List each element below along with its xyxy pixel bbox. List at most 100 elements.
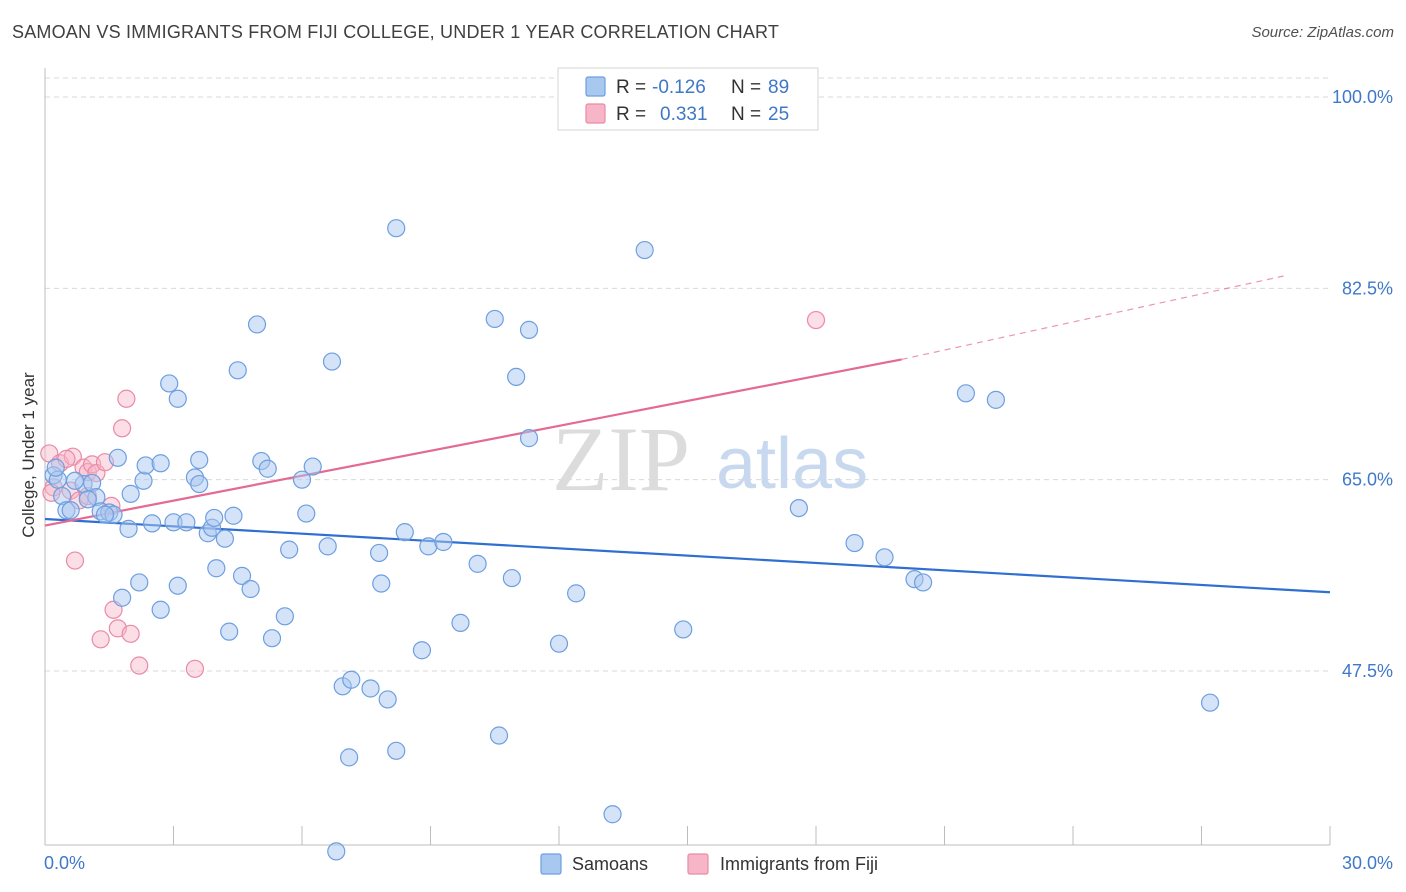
samoan-point-31 [205,508,224,528]
samoan-point-28 [190,450,209,470]
samoan-point-20 [151,600,170,619]
samoan-point-12 [112,588,132,607]
samoan-point-24 [168,576,187,595]
samoan-point-86 [65,471,85,490]
samoan-point-14 [121,484,140,503]
samoan-point-69 [507,367,526,386]
legend-n-label-2: N = [731,104,761,125]
samoan-point-70 [519,429,539,448]
watermark: ZIP atlas [552,408,868,510]
samoan-point-54 [361,679,380,698]
legend-bottom-samoans-swatch [540,853,562,875]
samoan-points [44,219,1220,861]
samoan-point-43 [275,607,294,626]
samoan-point-18 [142,514,162,533]
samoan-point-66 [485,309,504,329]
y-tick-label-1: 65.0% [1342,470,1393,490]
fiji-point-17 [117,389,136,408]
samoan-point-63 [434,532,453,552]
samoan-point-41 [258,459,277,478]
y-tick-label-0: 47.5% [1342,661,1393,681]
samoan-point-59 [387,741,406,760]
samoan-point-38 [241,579,260,599]
samoan-point-36 [228,361,247,380]
samoan-point-17 [136,456,155,475]
samoan-point-71 [519,320,539,339]
fiji-point-16 [112,419,132,438]
samoan-point-61 [412,641,432,660]
samoan-point-49 [322,352,342,371]
legend-n-value-1: 89 [768,77,789,98]
legend-n-value-2: 25 [768,104,789,125]
x-tick-label-1: 30.0% [1342,853,1393,873]
legend-r-label-2: R = [616,104,646,125]
samoan-point-4 [61,501,80,520]
chart-title: SAMOAN VS IMMIGRANTS FROM FIJI COLLEGE, … [12,22,780,42]
legend-bottom-samoans-label: Samoans [572,854,648,874]
y-tick-label-2: 82.5% [1342,278,1393,298]
samoan-point-79 [875,548,894,567]
samoan-point-34 [220,622,239,641]
samoan-point-84 [1200,693,1220,712]
samoan-point-45 [292,470,312,489]
fiji-point-21 [806,310,826,330]
fiji-point-19 [130,656,149,675]
legend-samoans-swatch [585,76,606,97]
samoan-point-78 [845,533,864,553]
samoan-point-32 [207,559,226,578]
samoan-point-53 [342,670,361,689]
legend-bottom-fiji-label: Immigrants from Fiji [720,854,878,874]
source-credit: Source: ZipAtlas.com [1251,24,1394,41]
samoan-point-72 [549,634,569,653]
samoan-point-13 [119,519,138,538]
samoan-point-68 [502,568,521,588]
samoan-point-58 [387,219,406,238]
samoan-point-64 [451,613,470,632]
samoan-point-42 [262,629,282,648]
samoan-point-75 [635,240,654,260]
samoan-point-11 [108,448,127,467]
legend-bottom: Samoans Immigrants from Fiji [540,853,878,875]
samoan-point-44 [280,540,299,559]
samoan-point-88 [78,490,97,509]
y-tick-label-3: 100.0% [1332,87,1393,107]
samoan-point-65 [468,554,487,573]
legend-fiji-swatch [585,103,606,124]
x-tick-label-0: 0.0% [44,853,85,873]
samoan-point-47 [303,457,322,476]
watermark-zip: ZIP [552,408,690,510]
samoan-point-46 [297,504,316,523]
samoan-point-85 [46,458,65,477]
samoan-point-83 [986,390,1006,409]
samoan-point-21 [160,374,179,393]
fiji-trend-line [44,358,902,527]
samoan-point-50 [327,842,346,861]
fiji-point-18 [121,624,140,643]
samoan-point-76 [674,620,693,639]
samoan-point-62 [419,537,438,556]
samoan-point-27 [190,474,209,494]
samoan-point-87 [95,505,115,524]
watermark-atlas: atlas [716,424,868,504]
samoan-point-33 [215,529,234,548]
samoan-point-48 [318,537,337,556]
samoan-point-74 [603,805,622,824]
samoan-point-23 [168,389,187,408]
samoan-point-81 [913,573,933,592]
legend-r-value-2: 0.331 [660,104,708,125]
samoan-point-55 [370,543,389,563]
legend-top: R = -0.126 N = 89 R = 0.331 N = 25 [557,67,819,131]
fiji-points [40,310,826,678]
samoan-point-77 [789,498,808,518]
samoan-point-73 [567,584,586,603]
samoan-point-37 [232,566,252,585]
y-axis-label: College, Under 1 year [19,372,38,538]
legend-r-value-1: -0.126 [652,77,706,98]
samoan-point-25 [177,513,196,532]
samoan-point-19 [151,454,170,473]
axes [44,68,1331,846]
samoan-point-57 [378,690,397,709]
tick-labels: 47.5% 65.0% 82.5% 100.0% 0.0% 30.0% [44,87,1393,873]
samoan-point-67 [489,726,509,745]
